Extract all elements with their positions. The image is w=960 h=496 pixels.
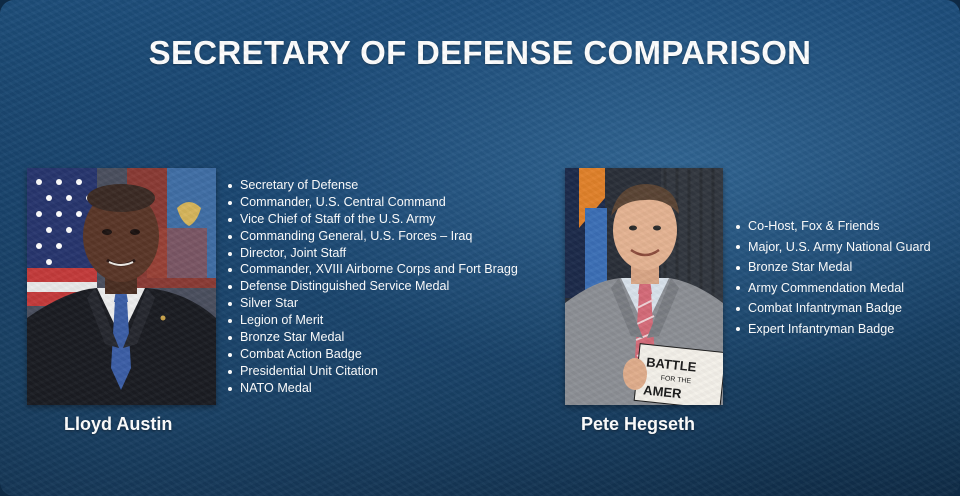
- list-item: Expert Infantryman Badge: [735, 319, 931, 340]
- lloyd-austin-name: Lloyd Austin: [64, 414, 173, 434]
- list-item: Commanding General, U.S. Forces – Iraq: [227, 228, 518, 245]
- book-title-line-2: FOR THE: [660, 375, 691, 385]
- list-item: Commander, U.S. Central Command: [227, 194, 518, 211]
- list-item: Defense Distinguished Service Medal: [227, 278, 518, 295]
- list-item: Vice Chief of Staff of the U.S. Army: [227, 211, 518, 228]
- list-item: Combat Action Badge: [227, 346, 518, 363]
- book-title-line-3: AMER: [643, 382, 683, 401]
- list-item: Presidential Unit Citation: [227, 363, 518, 380]
- list-item: Legion of Merit: [227, 312, 518, 329]
- pete-hegseth-credentials-list: Co-Host, Fox & Friends Major, U.S. Army …: [735, 216, 931, 340]
- list-item: Director, Joint Staff: [227, 245, 518, 262]
- list-item: Commander, XVIII Airborne Corps and Fort…: [227, 261, 518, 278]
- list-item: Bronze Star Medal: [227, 329, 518, 346]
- list-item: Co-Host, Fox & Friends: [735, 216, 931, 237]
- lloyd-austin-photo: [27, 168, 216, 405]
- pete-hegseth-photo: BATTLE FOR THE AMER: [565, 168, 723, 405]
- list-item: Secretary of Defense: [227, 177, 518, 194]
- pete-hegseth-name: Pete Hegseth: [581, 414, 696, 434]
- list-item: Silver Star: [227, 295, 518, 312]
- book-title-line-1: BATTLE: [646, 354, 698, 374]
- slide-title: SECRETARY OF DEFENSE COMPARISON: [148, 34, 812, 71]
- list-item: Bronze Star Medal: [735, 257, 931, 278]
- list-item: NATO Medal: [227, 380, 518, 397]
- list-item: Combat Infantryman Badge: [735, 298, 931, 319]
- pete-hegseth-portrait-image: BATTLE FOR THE AMER: [565, 168, 723, 405]
- list-item: Major, U.S. Army National Guard: [735, 237, 931, 258]
- list-item: Army Commendation Medal: [735, 278, 931, 299]
- lloyd-austin-portrait-image: [27, 168, 216, 405]
- lloyd-austin-credentials-list: Secretary of Defense Commander, U.S. Cen…: [227, 177, 518, 397]
